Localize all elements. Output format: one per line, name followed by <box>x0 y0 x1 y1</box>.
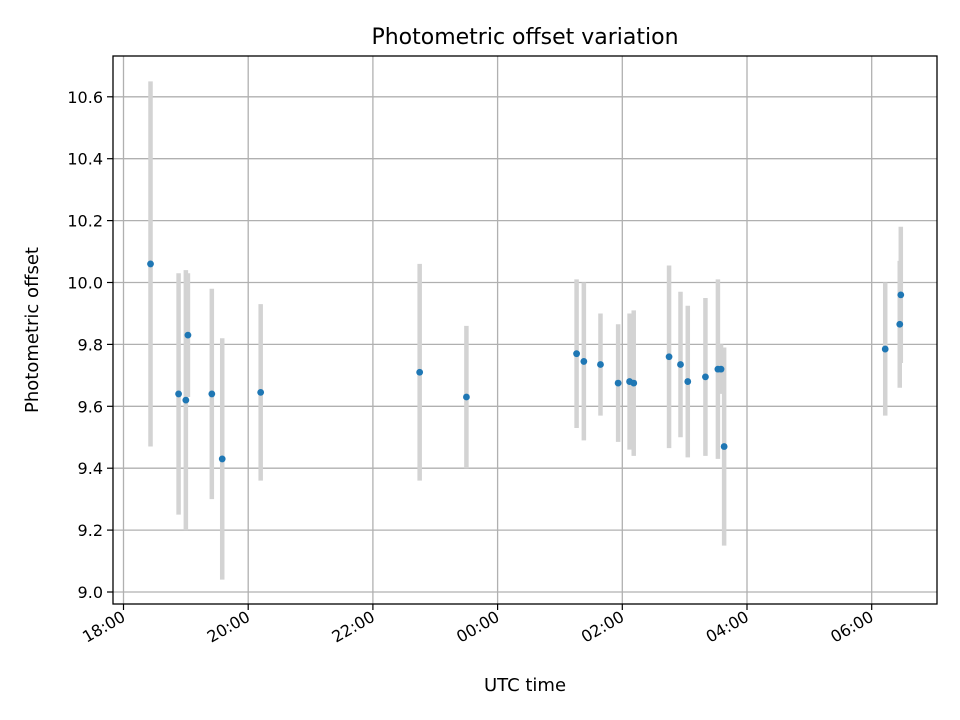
y-tick-label: 9.0 <box>78 583 103 602</box>
data-point <box>182 396 190 404</box>
data-point <box>614 379 622 387</box>
y-tick-label: 9.8 <box>78 335 103 354</box>
y-tick-label: 9.6 <box>78 397 103 416</box>
data-point <box>881 345 889 353</box>
data-point <box>416 368 424 376</box>
y-tick-label: 9.2 <box>78 521 103 540</box>
data-point <box>597 361 604 368</box>
y-tick-label: 10.4 <box>67 150 103 169</box>
data-point <box>665 353 673 361</box>
grid-lines <box>113 56 937 604</box>
data-point <box>218 455 226 463</box>
data-point <box>630 379 638 387</box>
data-point <box>147 260 154 268</box>
data-point <box>463 393 470 401</box>
data-point <box>573 350 580 358</box>
data-point <box>580 358 588 365</box>
data-point <box>184 331 192 339</box>
y-tick-label: 10.2 <box>67 212 103 231</box>
data-point <box>677 361 684 368</box>
data-point <box>702 373 709 381</box>
y-tick-label: 9.4 <box>78 459 103 478</box>
x-axis-label: UTC time <box>484 675 566 696</box>
data-point <box>717 365 725 373</box>
data-point <box>208 390 216 398</box>
data-point <box>897 291 905 299</box>
data-point <box>896 320 904 328</box>
chart-title: Photometric offset variation <box>371 25 678 50</box>
plot-frame <box>112 55 938 605</box>
data-points <box>147 260 905 463</box>
data-point <box>175 390 182 398</box>
data-point <box>684 378 692 385</box>
y-tick-label: 10.6 <box>67 88 103 107</box>
y-axis-label: Photometric offset <box>22 247 43 413</box>
y-tick-label: 10.0 <box>67 274 103 293</box>
data-point <box>257 388 265 396</box>
data-point <box>720 443 728 450</box>
